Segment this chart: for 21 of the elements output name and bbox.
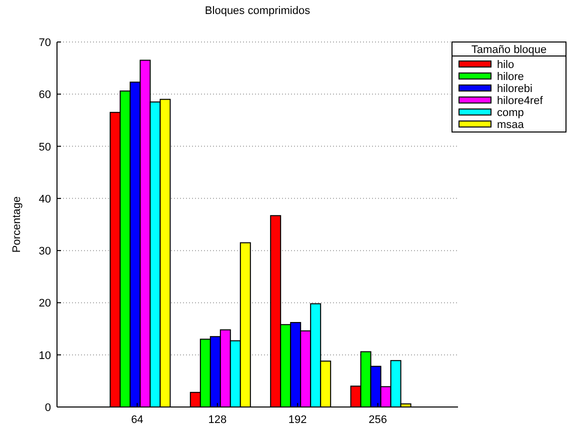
y-tick-label: 60 xyxy=(38,89,51,102)
y-tick-label: 70 xyxy=(38,37,51,49)
legend-label: hilo xyxy=(497,59,514,71)
x-tick-label: 64 xyxy=(131,414,144,426)
legend-label: comp xyxy=(497,107,524,119)
legend-label: hilorebi xyxy=(497,83,532,95)
legend-label: msaa xyxy=(497,119,525,131)
y-tick-label: 20 xyxy=(38,298,51,310)
chart-title: Bloques comprimidos xyxy=(204,5,311,17)
x-tick-label: 128 xyxy=(208,414,227,426)
legend-label: hilore4ref xyxy=(497,95,544,107)
y-tick-label: 50 xyxy=(38,141,51,154)
x-tick-label: 256 xyxy=(368,414,387,426)
legend-label: hilore xyxy=(497,71,524,83)
x-tick-label: 192 xyxy=(288,414,307,426)
y-tick-label: 40 xyxy=(38,193,51,206)
y-tick-label: 10 xyxy=(38,350,51,362)
legend-title: Tamaño bloque xyxy=(471,44,547,56)
y-axis-title: Porcentage xyxy=(11,196,23,253)
y-tick-label: 0 xyxy=(44,402,51,414)
y-tick-label: 30 xyxy=(38,246,51,258)
